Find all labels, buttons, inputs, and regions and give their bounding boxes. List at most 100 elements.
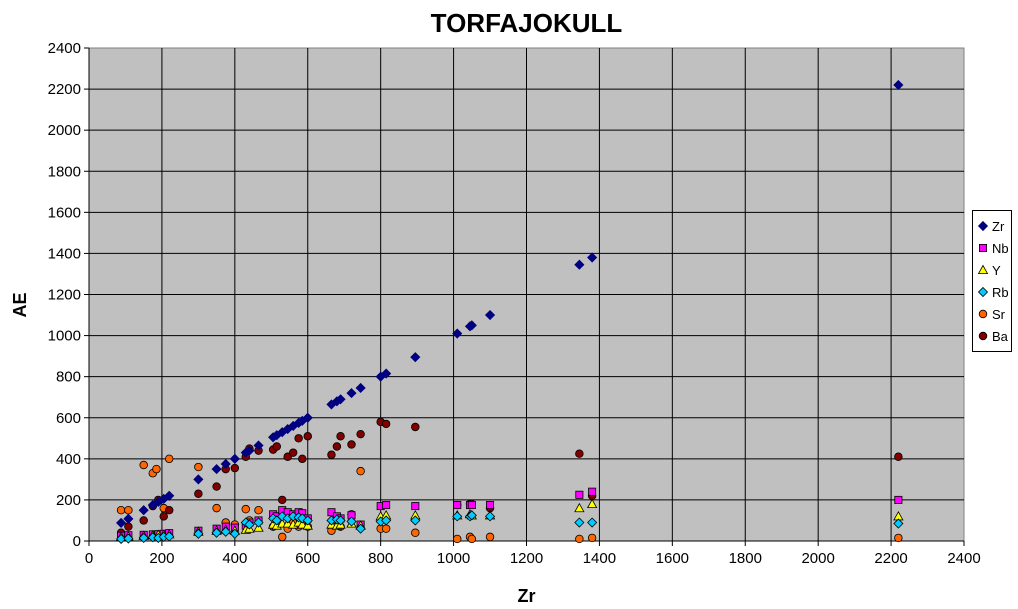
data-point-sr [164,454,174,464]
data-point-zr [466,320,477,331]
data-point-sr [894,533,903,543]
data-point-ba [278,495,287,505]
legend-marker [979,244,987,252]
data-point-ba [298,454,307,464]
x-tick-label: 2200 [874,550,907,567]
data-point-ba [347,440,356,449]
y-tick-label: 200 [56,492,81,509]
data-point-zr [355,382,366,394]
x-tick-label: 1200 [510,550,543,567]
data-point-zr [116,517,127,528]
x-axis-label: Zr [517,586,536,606]
data-point-zr [452,328,463,339]
legend-marker [978,309,988,319]
data-point-zr [574,259,585,270]
data-point-ba [194,489,203,498]
x-tick-label: 2000 [801,550,834,567]
data-point-sr [254,505,263,515]
data-point-ba [124,522,133,531]
data-point-ba [288,448,298,457]
data-point-sr [575,534,584,544]
legend-marker [977,286,989,298]
data-point-zr [229,453,240,464]
data-point-nb [588,487,597,496]
data-point-ba [381,419,391,429]
data-point-sr [241,504,250,514]
legend-label: Sr [992,306,1005,322]
data-point-rb [466,510,477,521]
data-point-rb [138,532,149,543]
chart-title: TORFAJOKULL [430,8,623,38]
data-point-nb [894,495,903,504]
x-tick-label: 1600 [656,550,689,567]
data-point-ba [294,434,303,443]
legend-item-y: Y [977,259,1011,281]
data-point-ba [356,429,365,439]
data-point-sr [356,466,365,476]
data-point-rb [587,517,598,528]
legend-label: Zr [992,218,1005,234]
x-tick-label: 2400 [947,550,980,567]
x-tick-label: 1000 [437,550,470,567]
data-point-rb [116,533,127,545]
data-point-rb [302,515,313,526]
data-point-zr [893,79,904,91]
legend-marker [977,220,989,232]
x-tick-label: 200 [149,550,174,567]
y-tick-label: 1000 [48,328,81,345]
data-point-zr [381,368,392,379]
y-tick-label: 2000 [48,122,81,139]
data-point-nb [486,501,495,510]
gridlines [89,48,964,541]
data-point-rb [123,533,134,544]
data-point-rb [381,515,392,526]
data-point-sr [212,503,221,513]
data-point-ba [575,449,584,458]
data-point-rb [253,517,264,528]
legend-label: Rb [992,284,1009,300]
legend-label: Ba [992,328,1008,344]
y-tick-label: 1600 [48,204,81,221]
data-point-rb [211,527,222,538]
data-point-sr [453,534,462,544]
data-point-ba [164,505,174,515]
data-point-zr [244,445,255,456]
legend-marker-rb [977,286,989,298]
legend-marker-nb [979,244,987,252]
data-point-zr [335,394,346,405]
y-axis-label: AE [10,292,30,318]
data-point-sr [124,505,133,515]
data-point-sr [485,532,495,542]
legend-marker-zr [977,220,989,232]
data-point-zr [587,252,598,263]
data-point-zr [253,440,264,451]
data-point-rb [271,515,282,526]
legend-item-nb: Nb [977,237,1011,259]
data-point-nb [453,501,462,510]
data-point-nb [467,501,476,510]
data-point-sr [278,532,287,542]
x-tick-label: 800 [368,550,393,567]
x-tick-label: 0 [85,550,93,567]
x-tick-label: 400 [222,550,247,567]
data-point-ba [327,450,336,459]
data-point-rb [229,528,240,539]
y-tick-label: 1800 [48,163,81,180]
data-point-zr [193,474,204,485]
x-tick-label: 1400 [583,550,616,567]
data-point-rb [164,531,175,542]
data-point-rb [355,523,366,534]
y-tick-label: 400 [56,451,81,468]
data-point-ba [332,442,342,451]
data-point-ba [411,422,420,432]
data-point-ba [139,516,148,525]
data-point-rb [220,526,231,537]
data-point-zr [138,505,149,516]
data-point-rb [193,528,204,539]
data-point-rb [335,515,346,526]
y-tick-label: 1400 [48,245,81,262]
data-point-rb [244,519,255,530]
data-point-zr [123,513,134,524]
y-tick-label: 2400 [48,40,81,57]
